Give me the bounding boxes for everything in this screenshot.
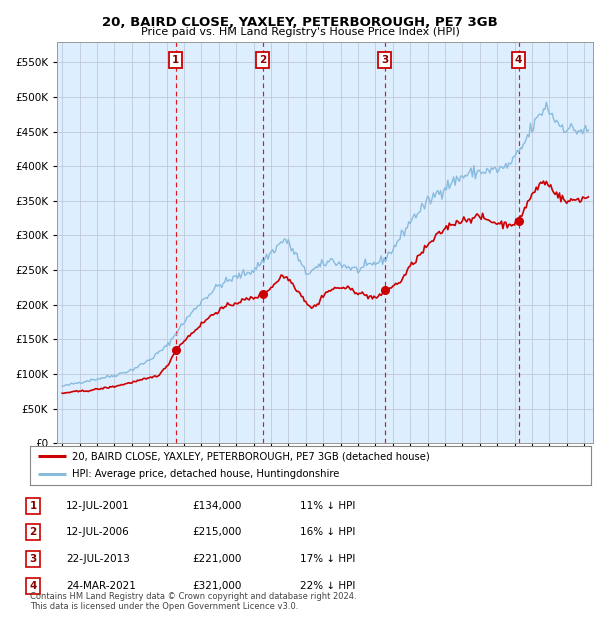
Text: 24-MAR-2021: 24-MAR-2021 xyxy=(66,580,136,591)
Text: 11% ↓ HPI: 11% ↓ HPI xyxy=(300,500,355,511)
Text: 4: 4 xyxy=(515,55,522,64)
Text: 12-JUL-2006: 12-JUL-2006 xyxy=(66,527,130,538)
Text: 17% ↓ HPI: 17% ↓ HPI xyxy=(300,554,355,564)
Text: £134,000: £134,000 xyxy=(192,500,241,511)
Text: 3: 3 xyxy=(29,554,37,564)
Text: 20, BAIRD CLOSE, YAXLEY, PETERBOROUGH, PE7 3GB: 20, BAIRD CLOSE, YAXLEY, PETERBOROUGH, P… xyxy=(102,16,498,29)
Text: 1: 1 xyxy=(29,500,37,511)
Text: £221,000: £221,000 xyxy=(192,554,241,564)
Text: 4: 4 xyxy=(29,580,37,591)
Text: £215,000: £215,000 xyxy=(192,527,241,538)
Text: 12-JUL-2001: 12-JUL-2001 xyxy=(66,500,130,511)
Text: 3: 3 xyxy=(381,55,389,64)
Text: £321,000: £321,000 xyxy=(192,580,241,591)
Text: 1: 1 xyxy=(172,55,179,64)
Text: 20, BAIRD CLOSE, YAXLEY, PETERBOROUGH, PE7 3GB (detached house): 20, BAIRD CLOSE, YAXLEY, PETERBOROUGH, P… xyxy=(72,451,430,461)
Text: 22% ↓ HPI: 22% ↓ HPI xyxy=(300,580,355,591)
Text: 16% ↓ HPI: 16% ↓ HPI xyxy=(300,527,355,538)
Text: Contains HM Land Registry data © Crown copyright and database right 2024.
This d: Contains HM Land Registry data © Crown c… xyxy=(30,592,356,611)
Text: Price paid vs. HM Land Registry's House Price Index (HPI): Price paid vs. HM Land Registry's House … xyxy=(140,27,460,37)
Text: 22-JUL-2013: 22-JUL-2013 xyxy=(66,554,130,564)
Text: HPI: Average price, detached house, Huntingdonshire: HPI: Average price, detached house, Hunt… xyxy=(72,469,340,479)
Text: 2: 2 xyxy=(259,55,266,64)
Text: 2: 2 xyxy=(29,527,37,538)
